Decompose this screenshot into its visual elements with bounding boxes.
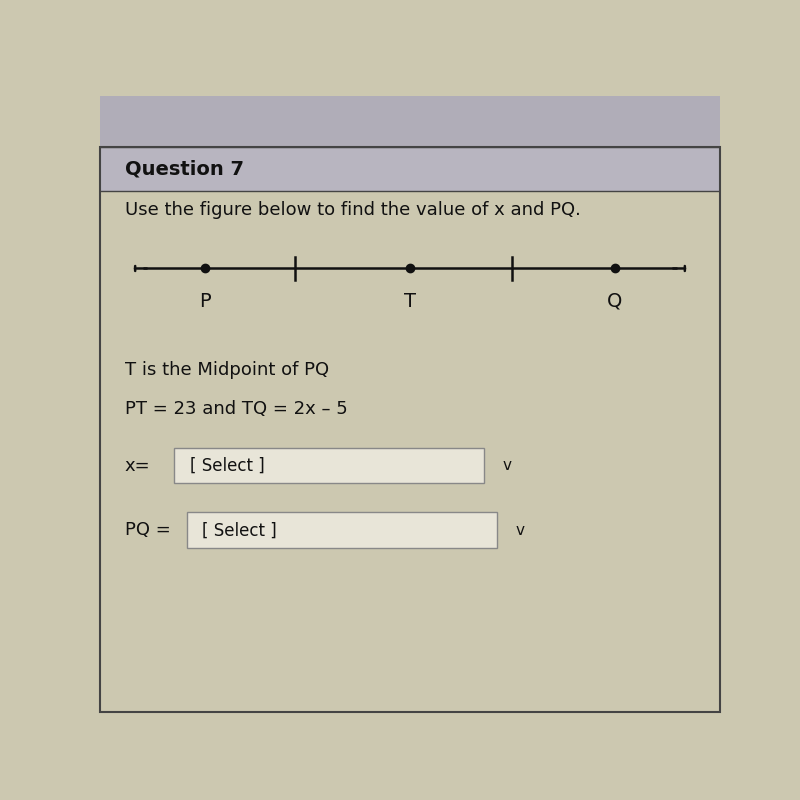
Text: [ Select ]: [ Select ] [202,522,277,539]
Text: Q: Q [607,292,622,311]
Text: Use the figure below to find the value of x and PQ.: Use the figure below to find the value o… [125,201,581,219]
Text: P: P [199,292,211,311]
Text: v: v [503,458,512,473]
Text: [ Select ]: [ Select ] [190,457,265,474]
Text: T: T [404,292,416,311]
Bar [187,513,497,548]
Text: PQ =: PQ = [125,522,170,539]
Text: v: v [515,522,525,538]
Bar [100,146,720,191]
Bar [100,96,720,146]
Text: T is the Midpoint of PQ: T is the Midpoint of PQ [125,361,329,379]
Text: PT = 23 and TQ = 2x – 5: PT = 23 and TQ = 2x – 5 [125,400,347,418]
Bar [174,448,485,483]
Text: x=: x= [125,457,150,474]
Text: Question 7: Question 7 [125,159,244,178]
